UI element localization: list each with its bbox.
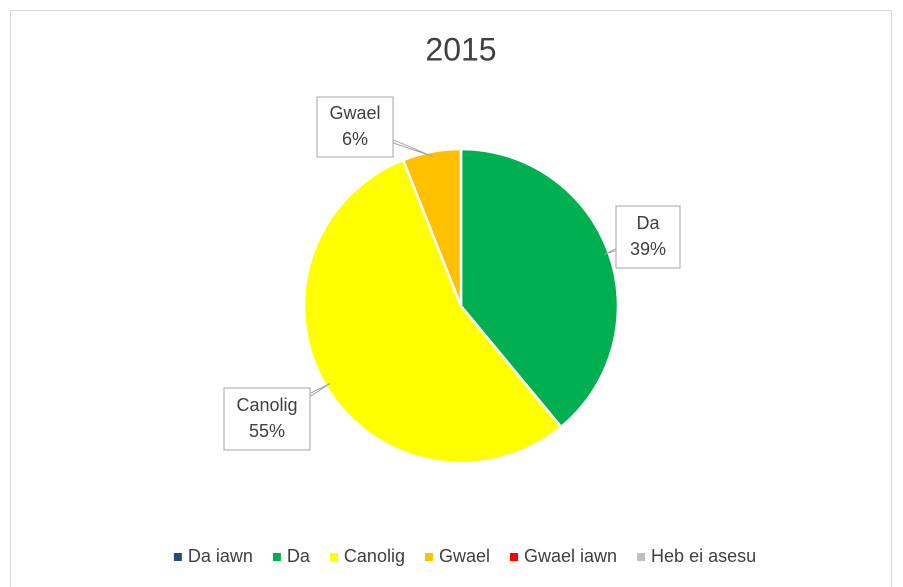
legend-label: Gwael iawn <box>524 546 617 566</box>
legend-label: Da <box>287 546 311 566</box>
chart-title: 2015 <box>425 31 496 67</box>
data-label-value: 39% <box>630 239 666 259</box>
legend-label: Da iawn <box>188 546 253 566</box>
data-label-name: Gwael <box>329 103 380 123</box>
data-label-name: Canolig <box>236 395 297 415</box>
legend-swatch <box>329 553 338 561</box>
legend-label: Heb ei asesu <box>651 546 756 566</box>
legend-swatch <box>510 553 518 561</box>
legend-swatch <box>424 553 433 561</box>
legend-swatch <box>272 553 281 561</box>
legend-swatch <box>173 553 182 561</box>
callout-box <box>316 96 394 158</box>
data-label-value: 6% <box>342 129 368 149</box>
legend-label: Canolig <box>344 546 405 566</box>
data-label-name: Da <box>636 213 660 233</box>
callout-box <box>615 205 681 269</box>
pie-slice <box>401 147 463 307</box>
callout-box <box>223 387 311 451</box>
legend-label: Gwael <box>439 546 490 566</box>
data-label-value: 55% <box>249 421 285 441</box>
legend-swatch <box>637 553 646 561</box>
